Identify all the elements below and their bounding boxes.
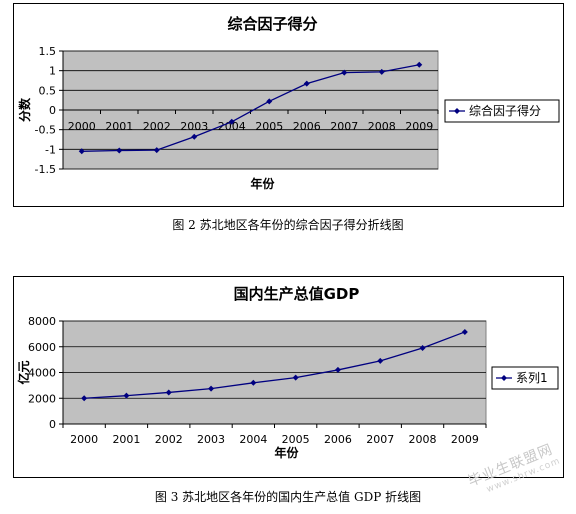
x-axis-label: 年份 <box>274 445 299 460</box>
data-point <box>208 385 215 392</box>
figure-3-caption: 图 3 苏北地区各年份的国内生产总值 GDP 折线图 <box>154 490 422 504</box>
legend-marker <box>454 108 460 114</box>
series-line <box>84 331 466 399</box>
x-tick-label: 2002 <box>155 433 183 446</box>
factor-score-line-chart: 1.5 1 0.5 0 -0.5 -1 -1.5 2000 2001 2002 2003 2004 20… <box>17 15 560 191</box>
x-tick-label: 2002 <box>143 120 171 133</box>
series-line <box>81 64 420 152</box>
x-tick-label: 2009 <box>451 433 479 446</box>
y-tick-label: -1.5 <box>35 163 56 176</box>
y-tick-label: 2000 <box>28 392 56 405</box>
data-point <box>191 133 198 140</box>
x-tick-label: 2007 <box>330 120 358 133</box>
data-point <box>78 148 85 155</box>
y-tick-label: -0.5 <box>35 124 56 137</box>
data-point <box>165 389 172 396</box>
data-point <box>116 147 123 154</box>
x-tick-label: 2003 <box>197 433 225 446</box>
y-tick-label: 0.5 <box>39 84 57 97</box>
data-point <box>81 395 88 402</box>
x-tick-label: 2005 <box>255 120 283 133</box>
x-tick-label: 2009 <box>405 120 433 133</box>
y-tick-label: 4000 <box>28 367 56 380</box>
x-tick-label: 2006 <box>293 120 321 133</box>
x-tick-label: 2004 <box>239 433 267 446</box>
legend-box <box>491 366 559 390</box>
y-tick-label: 8000 <box>28 315 56 328</box>
data-point <box>461 328 468 335</box>
chart-factor-score: 1.5 1 0.5 0 -0.5 -1 -1.5 2000 2001 2002 2003 2004 20… <box>13 3 564 207</box>
x-tick-label: 2001 <box>112 433 140 446</box>
chart-gdp: 8000 6000 4000 2000 0 2000 2001 2002 2003 2004 200… <box>13 276 564 478</box>
y-tick-label: 0 <box>49 418 56 431</box>
legend-label: 综合因子得分 <box>469 103 541 118</box>
x-tick-label: 2000 <box>68 120 96 133</box>
data-point <box>250 379 257 386</box>
data-point <box>419 345 426 352</box>
y-tick-label: -1 <box>45 143 56 156</box>
figure-2-caption: 图 2 苏北地区各年份的综合因子得分折线图 <box>172 218 404 232</box>
y-tick-label: 1 <box>49 65 56 78</box>
gdp-line-chart: 8000 6000 4000 2000 0 2000 2001 2002 2003 2004 200… <box>16 285 559 460</box>
data-point <box>341 69 348 76</box>
x-tick-label: 2003 <box>180 120 208 133</box>
y-tick-label: 6000 <box>28 341 56 354</box>
data-point <box>416 61 423 68</box>
x-tick-label: 2006 <box>324 433 352 446</box>
legend-box <box>444 99 560 123</box>
data-point <box>377 357 384 364</box>
x-tick-label: 2007 <box>366 433 394 446</box>
data-point <box>303 80 310 87</box>
y-tick-label: 1.5 <box>39 45 57 58</box>
x-tick-label: 2008 <box>409 433 437 446</box>
legend-label: 系列1 <box>516 371 548 385</box>
x-tick-label: 2004 <box>218 120 246 133</box>
y-axis-label: 亿元 <box>16 360 31 384</box>
chart-title: 国内生产总值GDP <box>234 285 360 303</box>
chart-title: 综合因子得分 <box>227 15 317 33</box>
data-point <box>228 118 235 125</box>
x-tick-label: 2000 <box>70 433 98 446</box>
data-point <box>266 98 273 105</box>
y-axis-label: 分数 <box>17 97 32 122</box>
x-tick-label: 2005 <box>282 433 310 446</box>
x-tick-label: 2001 <box>105 120 133 133</box>
data-point <box>334 366 341 373</box>
data-point <box>378 68 385 75</box>
x-axis-label: 年份 <box>250 176 275 191</box>
data-point <box>153 147 160 154</box>
legend-marker <box>501 375 507 381</box>
x-tick-label: 2008 <box>368 120 396 133</box>
data-point <box>292 374 299 381</box>
y-tick-label: 0 <box>49 104 56 117</box>
data-point <box>123 392 130 399</box>
